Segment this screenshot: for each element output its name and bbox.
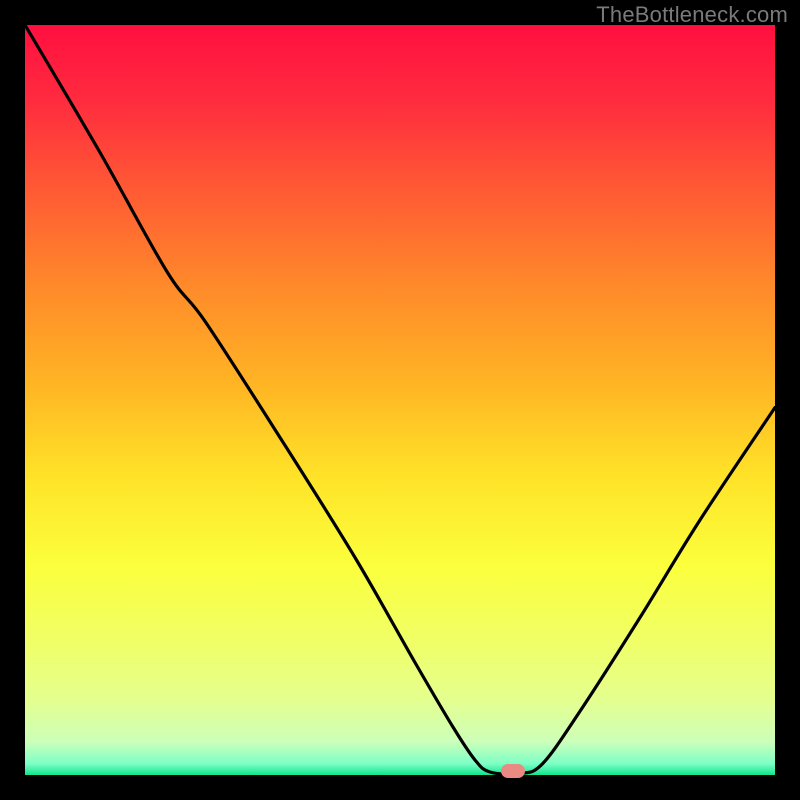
watermark-text: TheBottleneck.com <box>596 2 788 28</box>
bottleneck-curve <box>25 25 775 775</box>
plot-frame <box>25 25 775 775</box>
bottleneck-marker <box>501 764 525 778</box>
plot-area <box>25 25 775 775</box>
